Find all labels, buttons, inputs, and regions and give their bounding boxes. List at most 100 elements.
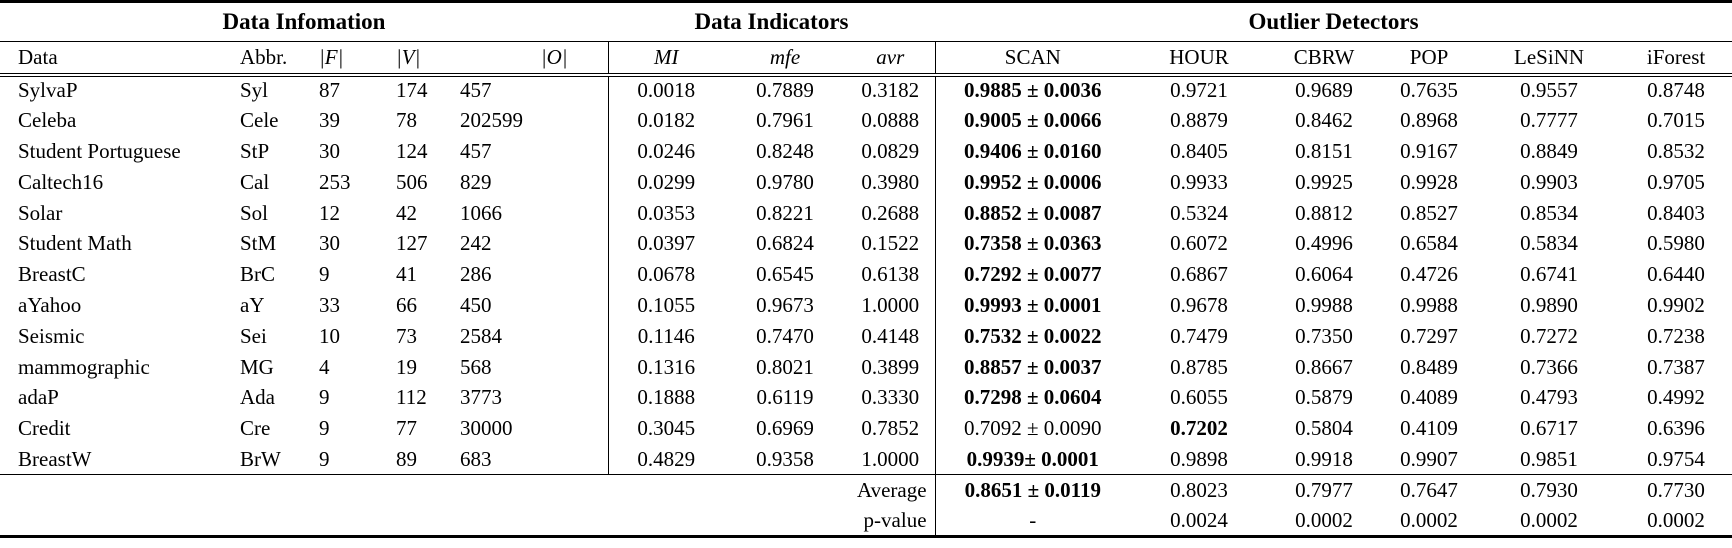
- column-header-scan: SCAN: [934, 41, 1131, 77]
- column-header-iforest: iForest: [1620, 41, 1732, 77]
- cell-pop: 0.8968: [1400, 108, 1458, 133]
- cell-features: 30: [319, 138, 340, 163]
- table-row: Student Portuguese StP 30 124 457 0.0246 0.824…: [0, 136, 1732, 167]
- cell-pop: 0.9907: [1400, 446, 1458, 471]
- cell-iforest: 0.8403: [1647, 200, 1705, 225]
- summary-row-label: p-value: [863, 508, 927, 533]
- summary-cell-hour: 0.8023: [1130, 474, 1269, 506]
- cell-features: 4: [319, 354, 330, 379]
- cell-abbr: Cre: [240, 416, 271, 441]
- table-row: BreastC BrC 9 41 286 0.0678 0.6545 0.6138 0.7292…: [0, 259, 1732, 291]
- cell-variables: 174: [396, 78, 428, 103]
- cell-mi: 0.0182: [607, 105, 725, 137]
- cell-pop: 0.7297: [1400, 323, 1458, 348]
- cell-iforest: 0.8532: [1647, 138, 1705, 163]
- cell-lesinn: 0.7777: [1520, 108, 1578, 133]
- group-header-data-indicators: Data Indicators: [608, 1, 936, 42]
- cell-abbr: StM: [240, 231, 277, 256]
- cell-data: Caltech16: [18, 169, 104, 194]
- cell-objects: 242: [460, 231, 492, 256]
- cell-pop: 0.8527: [1400, 200, 1458, 225]
- cell-cbrw: 0.6064: [1295, 262, 1353, 287]
- cell-variables: 127: [396, 231, 428, 256]
- cell-objects: 457: [460, 78, 492, 103]
- cell-lesinn: 0.8534: [1520, 200, 1578, 225]
- table-body: SylvaP Syl 87 174 457 0.0018 0.7889 0.3182 0.988…: [0, 74, 1732, 475]
- cell-mfe: 0.8221: [756, 200, 814, 225]
- cell-iforest: 0.6440: [1647, 262, 1705, 287]
- table-row: aYahoo aY 33 66 450 0.1055 0.9673 1.0000 0.9993 …: [0, 290, 1732, 321]
- table-row: Credit Cre 9 77 30000 0.3045 0.6969 0.7852 0.709…: [0, 413, 1732, 445]
- cell-lesinn: 0.7272: [1520, 323, 1578, 348]
- cell-mfe: 0.7961: [756, 108, 814, 133]
- cell-variables: 66: [396, 292, 417, 317]
- column-header-row: Data Abbr. |F| |V| |O| MI mfe avr SCAN H…: [0, 41, 1732, 77]
- cell-mi: 0.1316: [607, 351, 725, 383]
- summary-cell-lesinn: 0.0002: [1520, 508, 1578, 533]
- cell-avr: 0.3330: [861, 385, 920, 410]
- cell-cbrw: 0.9988: [1295, 292, 1353, 317]
- cell-scan: 0.8852 ± 0.0087: [934, 197, 1131, 229]
- column-header-variables: |V|: [380, 41, 440, 77]
- cell-pop: 0.4089: [1400, 385, 1458, 410]
- cell-cbrw: 0.5879: [1295, 385, 1353, 410]
- cell-iforest: 0.4992: [1647, 385, 1705, 410]
- cell-scan: 0.9939± 0.0001: [934, 444, 1131, 475]
- column-header-avr: avr: [846, 41, 936, 77]
- cell-hour: 0.7202: [1170, 416, 1228, 441]
- cell-abbr: Syl: [240, 78, 269, 103]
- cell-features: 10: [319, 323, 340, 348]
- cell-features: 253: [319, 169, 351, 194]
- cell-iforest: 0.9902: [1647, 292, 1705, 317]
- cell-mi: 0.0678: [607, 259, 725, 291]
- cell-abbr: BrC: [240, 262, 276, 287]
- cell-hour: 0.8405: [1170, 138, 1228, 163]
- cell-features: 30: [319, 231, 340, 256]
- cell-abbr: BrW: [240, 446, 281, 471]
- cell-features: 9: [319, 446, 330, 471]
- cell-hour: 0.6867: [1170, 262, 1228, 287]
- summary-cell-cbrw: 0.7977: [1268, 474, 1381, 506]
- cell-features: 33: [319, 292, 340, 317]
- cell-mi: 0.0299: [607, 166, 725, 198]
- summary-cell-iforest: 0.7730: [1620, 474, 1732, 506]
- cell-mfe: 0.9358: [756, 446, 814, 471]
- column-header-pop: POP: [1380, 41, 1479, 77]
- column-header-features: |F|: [312, 41, 380, 77]
- cell-abbr: Ada: [240, 385, 275, 410]
- summary-cell-scan: -: [934, 505, 1131, 537]
- summary-row: Average 0.8651 ± 0.0119 0.8023 0.7977 0.7647…: [0, 474, 1732, 506]
- cell-pop: 0.8489: [1400, 354, 1458, 379]
- cell-scan: 0.9406 ± 0.0160: [934, 136, 1131, 167]
- cell-iforest: 0.6396: [1647, 416, 1705, 441]
- cell-hour: 0.7479: [1170, 323, 1228, 348]
- cell-mfe: 0.6545: [756, 262, 814, 287]
- cell-cbrw: 0.9689: [1295, 78, 1353, 103]
- column-header-mfe: mfe: [724, 41, 847, 77]
- cell-scan: 0.8857 ± 0.0037: [934, 351, 1131, 383]
- cell-iforest: 0.9754: [1647, 446, 1705, 471]
- cell-mi: 0.0246: [607, 136, 725, 167]
- cell-pop: 0.4726: [1400, 262, 1458, 287]
- cell-hour: 0.9678: [1170, 292, 1228, 317]
- cell-pop: 0.9928: [1400, 169, 1458, 194]
- cell-scan: 0.9005 ± 0.0066: [934, 105, 1131, 137]
- cell-mi: 0.0353: [607, 197, 725, 229]
- table-footer: Average 0.8651 ± 0.0119 0.8023 0.7977 0.7647…: [0, 474, 1732, 537]
- cell-objects: 457: [460, 138, 492, 163]
- column-header-cbrw: CBRW: [1268, 41, 1381, 77]
- summary-cell-iforest: 0.0002: [1647, 508, 1705, 533]
- cell-data: BreastC: [18, 262, 86, 287]
- cell-variables: 124: [396, 138, 428, 163]
- group-header-row: Data Infomation Data Indicators Outlier …: [0, 1, 1732, 42]
- group-header-data-information: Data Infomation: [0, 1, 609, 42]
- cell-avr: 0.3182: [861, 78, 920, 103]
- cell-hour: 0.9898: [1170, 446, 1228, 471]
- summary-row: p-value - 0.0024 0.0002 0.0002 0.0002 0.0002: [0, 505, 1732, 537]
- cell-abbr: MG: [240, 354, 274, 379]
- cell-scan: 0.9885 ± 0.0036: [934, 74, 1131, 106]
- summary-cell-pop: 0.0002: [1400, 508, 1458, 533]
- cell-mfe: 0.9673: [756, 292, 814, 317]
- cell-hour: 0.6055: [1170, 385, 1228, 410]
